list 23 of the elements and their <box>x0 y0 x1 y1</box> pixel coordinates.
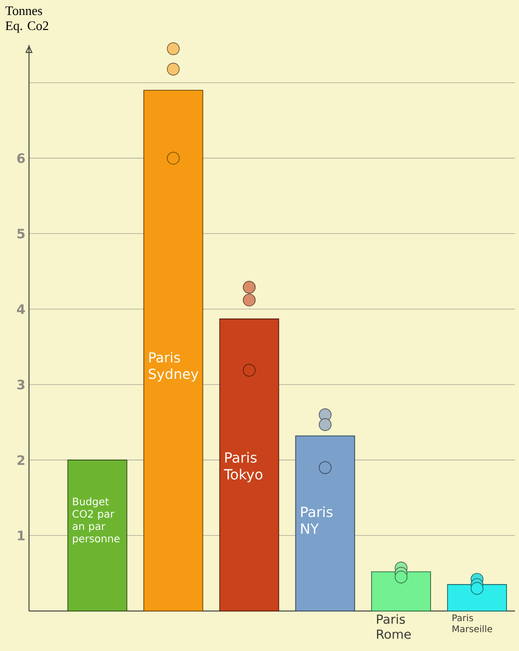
x-tick-label: Paris Rome <box>377 614 411 639</box>
bar <box>67 460 128 612</box>
point <box>318 461 332 474</box>
y-tick-label: 5 <box>17 228 25 238</box>
y-tick-label: 4 <box>17 304 25 314</box>
x-tick-label: Paris Tokyo <box>224 452 262 482</box>
point <box>394 570 408 584</box>
x-tick-label: Paris Marseille <box>452 614 492 632</box>
bar <box>219 318 280 612</box>
y-tick-label: 3 <box>17 380 24 390</box>
x-tick-label: Paris NY <box>301 506 333 534</box>
x-tick-label: Paris Sydney <box>148 352 198 382</box>
y-axis-title: Tonnes Eq. Co2 <box>5 6 48 33</box>
y-tick-label: 2 <box>17 455 24 465</box>
x-tick-label: Budget CO2 par an par personne <box>72 497 120 544</box>
bar <box>371 571 431 612</box>
bar <box>295 436 356 612</box>
y-tick-label: 1 <box>18 530 25 540</box>
y-tick-label: 6 <box>17 153 25 164</box>
bar <box>143 90 204 612</box>
point <box>166 152 180 165</box>
point <box>470 582 484 595</box>
point <box>242 364 256 377</box>
